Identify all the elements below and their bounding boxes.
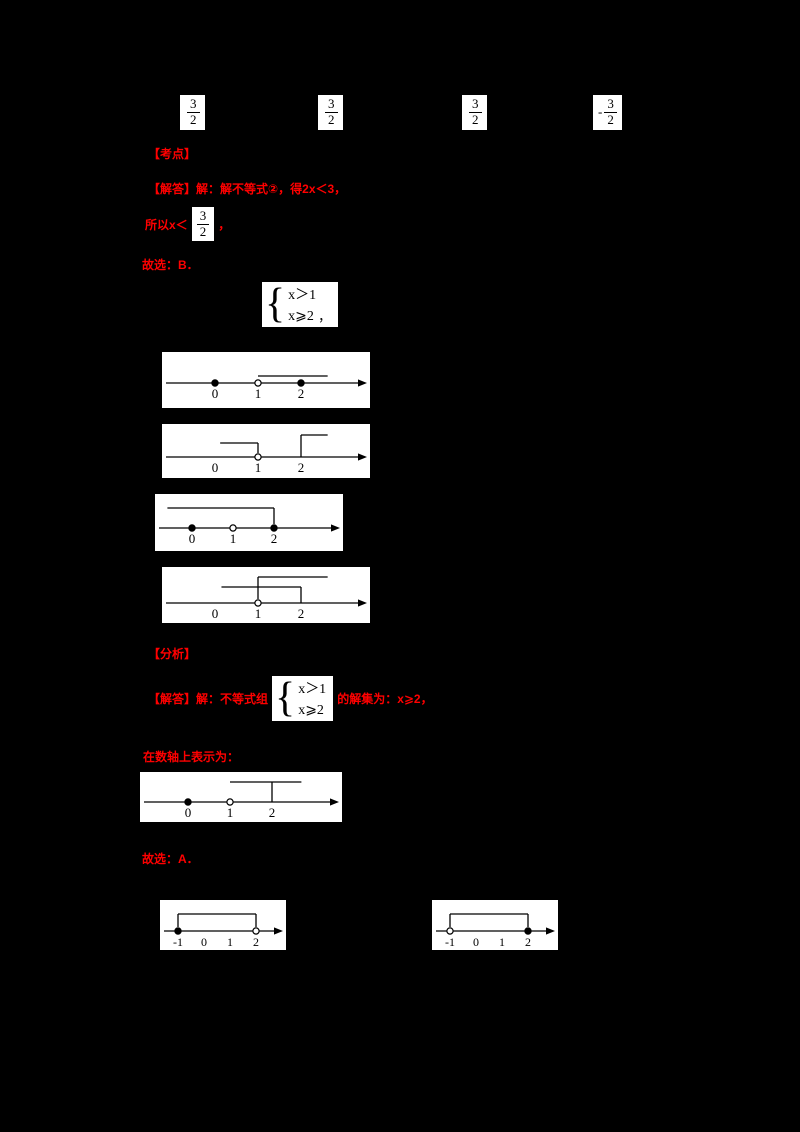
numberline-intro-line: 在数轴上表示为： [143,750,240,764]
svg-text:0: 0 [473,935,479,949]
svg-text:0: 0 [212,606,219,621]
brace: { [275,674,296,721]
conclusion-prefix: 所以x＜ [145,217,188,232]
fraction: 3 2 [187,96,200,128]
number-line-option-b: 0 1 2 [162,424,370,478]
svg-text:1: 1 [255,606,262,621]
numerator: 3 [604,96,617,113]
system-lines: x＞1 x⩾2 [285,284,316,325]
number-line-graphic: 0 1 2 [166,434,367,475]
choice-line-1: 故选：B． [142,258,199,272]
inequality-system-2: { x＞1 x⩾2 [272,674,334,721]
svg-text:0: 0 [185,805,192,820]
fraction-option-4: - 3 2 [593,95,622,130]
fraction-prefix: - [598,104,603,120]
fraction-option-1: 3 2 [180,95,205,130]
fraction-option-3: 3 2 [462,95,487,130]
denominator: 2 [607,111,614,127]
svg-text:2: 2 [271,531,278,546]
svg-text:-1: -1 [173,935,183,949]
answer-prefix: 【解答】解：不等式组 [148,692,269,706]
numerator: 3 [325,96,338,113]
answer-line-2: 【解答】解：不等式组 { x＞1 x⩾2 的解集为：x⩾2， [148,672,433,725]
brace: { [265,280,286,327]
number-line-bottom-right: -1 0 1 2 [432,900,558,950]
system-lines: x＞1 x⩾2 [295,678,326,719]
svg-text:2: 2 [298,386,305,401]
number-line-graphic: 0 1 2 [144,781,339,820]
denominator: 2 [328,111,335,127]
svg-text:1: 1 [227,935,233,949]
svg-text:1: 1 [230,531,237,546]
svg-text:0: 0 [212,460,219,475]
svg-text:0: 0 [212,386,219,401]
answer-line-1: 【解答】解：解不等式②，得2x＜3， [148,182,347,196]
svg-text:2: 2 [269,805,276,820]
fraction-option-2: 3 2 [318,95,343,130]
number-line-graphic: -1 0 1 2 [436,913,555,949]
number-line-option-c: 0 1 2 [155,494,343,551]
number-line-option-d: 0 1 2 [162,567,370,623]
conclusion-suffix: ， [218,217,231,232]
svg-text:0: 0 [189,531,196,546]
topic-line-2: 【分析】 [148,647,197,661]
inequality-row-2: x⩾2 [298,703,324,718]
fraction: 3 2 [196,208,210,240]
system-suffix: ， [318,309,332,324]
number-line-graphic: -1 0 1 2 [164,913,283,949]
answer-suffix: 的解集为：x⩾2， [337,692,433,706]
number-line-graphic: 0 1 2 [166,375,367,401]
topic-line-1: 【考点】 [148,147,197,161]
denominator: 2 [190,111,197,127]
conclusion-fraction: 3 2 [191,206,215,242]
svg-text:0: 0 [201,935,207,949]
svg-text:2: 2 [298,606,305,621]
inequality-row-1: x＞1 [298,682,327,697]
svg-text:-1: -1 [445,935,455,949]
svg-text:2: 2 [525,935,531,949]
denominator: 2 [199,223,207,239]
number-line-solution: 0 1 2 [140,772,342,822]
svg-text:2: 2 [253,935,259,949]
svg-text:1: 1 [499,935,505,949]
svg-text:1: 1 [227,805,234,820]
number-line-graphic: 0 1 2 [159,507,340,546]
number-line-bottom-left: -1 0 1 2 [160,900,286,950]
inequality-row-2: x⩾2 [288,309,314,324]
numerator: 3 [196,208,210,225]
numerator: 3 [187,96,200,113]
number-line-option-a: 0 1 2 [162,352,370,408]
fraction: 3 2 [325,96,338,128]
svg-text:1: 1 [255,460,262,475]
fraction: 3 2 [469,96,482,128]
number-line-graphic: 0 1 2 [166,576,367,621]
svg-text:2: 2 [298,460,305,475]
inequality-row-1: x＞1 [288,288,317,303]
fraction: 3 2 [604,96,617,128]
denominator: 2 [472,111,479,127]
conclusion-line-1: 所以x＜ 3 2 ， [145,204,230,244]
svg-text:1: 1 [255,386,262,401]
numerator: 3 [469,96,482,113]
inequality-system-1: { x＞1 x⩾2 ， [262,280,339,327]
choice-line-2: 故选：A． [142,852,199,866]
